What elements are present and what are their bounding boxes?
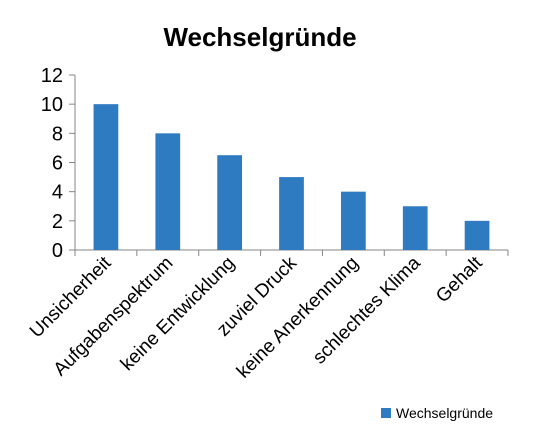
bar-series xyxy=(93,104,490,251)
y-tick-label: 8 xyxy=(52,123,63,145)
y-tick-label: 0 xyxy=(52,240,63,262)
bar xyxy=(464,220,490,250)
x-tick-label: Aufgabenspektrum xyxy=(50,253,178,381)
x-tick-label: Gehalt xyxy=(432,252,487,307)
bar xyxy=(217,155,243,250)
y-tick-label: 10 xyxy=(41,94,63,116)
x-tick-label: keine Entwicklung xyxy=(117,253,239,375)
chart-title: Wechselgründe xyxy=(163,22,356,52)
x-tick-label: schlechtes Klima xyxy=(309,252,425,368)
y-tick-label: 2 xyxy=(52,211,63,233)
bar xyxy=(340,191,366,250)
legend: Wechselgründe xyxy=(381,405,493,421)
y-tick-label: 6 xyxy=(52,153,63,175)
x-tick-label: keine Anerkennung xyxy=(233,253,363,383)
bar xyxy=(279,177,304,250)
bar xyxy=(93,104,119,251)
legend-swatch xyxy=(381,408,391,418)
legend-label: Wechselgründe xyxy=(396,405,493,421)
bar xyxy=(402,206,428,250)
y-tick-label: 4 xyxy=(52,182,63,204)
y-axis: 0 2 4 6 8 10 12 xyxy=(41,65,76,262)
y-tick-label: 12 xyxy=(41,65,63,87)
bar xyxy=(155,133,181,250)
